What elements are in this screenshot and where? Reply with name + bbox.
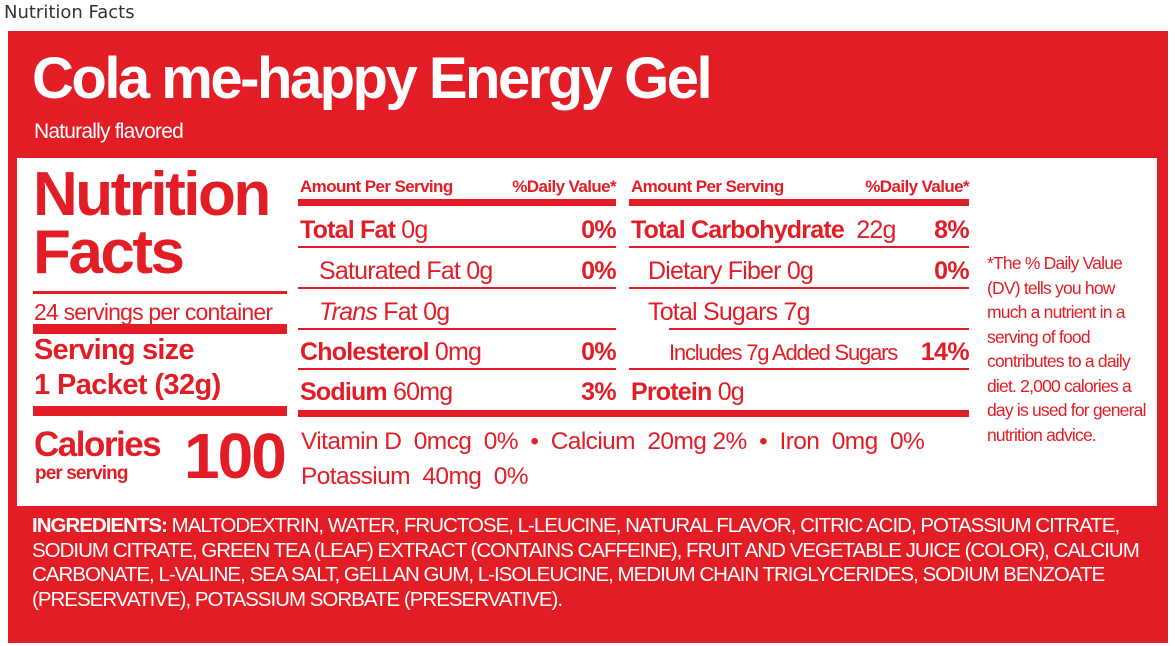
nutrient-amount: 0g <box>717 378 745 406</box>
nutrient-amount: 0g <box>401 216 428 244</box>
ingredients-block: INGREDIENTS: MALTODEXTRIN, WATER, FRUCTO… <box>32 514 1142 612</box>
divider-thick <box>298 410 969 417</box>
product-name: Cola me-happy Energy Gel <box>32 46 713 111</box>
heading-line-1: Nutrition <box>33 160 271 229</box>
calories-value: 100 <box>184 420 287 492</box>
nutrient-row-saturated-fat: Saturated Fat 0g 0% <box>298 247 617 287</box>
nutrient-name: Sodium <box>300 378 388 406</box>
nutrient-name: Saturated Fat <box>319 257 461 285</box>
divider <box>629 287 969 289</box>
calories-sublabel: per serving <box>35 463 128 484</box>
nutrient-row-protein: Protein 0g <box>629 368 969 408</box>
nutrient-name: Cholesterol <box>300 338 430 366</box>
product-flavor: Naturally flavored <box>34 120 184 143</box>
divider-thick <box>33 406 287 416</box>
ingredients-text: MALTODEXTRIN, WATER, FRUCTOSE, L-LEUCINE… <box>32 514 1140 611</box>
nutrient-amount: 7g <box>783 298 811 326</box>
divider <box>298 368 616 370</box>
page-caption: Nutrition Facts <box>4 2 135 23</box>
nutrient-row-total-sugars: Total Sugars 7g <box>629 288 969 328</box>
nutrient-row-dietary-fiber: Dietary Fiber 0g 0% <box>629 247 970 287</box>
nutrient-amount: 22g <box>856 216 896 244</box>
nutrient-name-italic: Trans <box>319 298 378 326</box>
nutrient-dv: 3% <box>581 378 617 406</box>
servings-per-container: 24 servings per container <box>34 299 273 325</box>
right-header-dv: %Daily Value* <box>865 177 969 196</box>
right-header-amount: Amount Per Serving <box>631 177 784 196</box>
nutrient-amount: 0g <box>466 257 493 285</box>
nutrition-label: Cola me-happy Energy Gel Naturally flavo… <box>8 31 1168 643</box>
nutrient-name: Total Fat <box>300 216 396 244</box>
facts-panel: Nutrition Facts 24 servings per containe… <box>17 158 1157 506</box>
calories-label: Calories <box>34 425 162 464</box>
divider-thick <box>298 199 616 206</box>
divider-thick <box>629 199 969 206</box>
divider <box>298 246 616 248</box>
nutrient-name: Includes 7g Added Sugars <box>669 340 898 365</box>
divider <box>629 368 969 370</box>
divider-thick <box>33 324 287 334</box>
nutrient-name: Total Sugars <box>648 298 778 326</box>
nutrient-amount: 0g <box>786 257 814 285</box>
nutrient-name: Dietary Fiber <box>648 257 782 285</box>
nutrient-row-cholesterol: Cholesterol 0mg 0% <box>298 328 617 368</box>
nutrient-name: Fat <box>383 298 418 326</box>
divider <box>669 328 969 330</box>
left-header-amount: Amount Per Serving <box>300 177 453 196</box>
nutrient-name: Total Carbohydrate <box>631 216 845 244</box>
micronutrients-line-2: Potassium 40mg 0% <box>301 463 529 490</box>
heading-line-2: Facts <box>33 218 185 287</box>
divider <box>33 291 287 294</box>
nutrition-facts-heading: Nutrition Facts <box>33 160 271 287</box>
nutrient-row-added-sugars: Includes 7g Added Sugars 14% <box>629 328 970 368</box>
divider <box>298 328 616 330</box>
micronutrients-line-1: Vitamin D 0mcg 0% • Calcium 20mg 2% • Ir… <box>301 428 925 455</box>
right-nutrient-table: Amount Per Serving %Daily Value* Total C… <box>629 158 970 438</box>
nutrient-row-sodium: Sodium 60mg 3% <box>298 368 617 408</box>
nutrient-row-total-fat: Total Fat 0g 0% <box>298 206 617 246</box>
nutrient-amount: 0g <box>423 298 450 326</box>
nutrient-dv: 0% <box>581 338 617 366</box>
nutrient-row-trans-fat: Trans Fat 0g <box>298 288 616 328</box>
serving-size-value: 1 Packet (32g) <box>34 369 221 401</box>
nutrient-amount: 0mg <box>434 338 482 366</box>
serving-size-label: Serving size <box>34 334 194 366</box>
ingredients-label: INGREDIENTS: <box>32 514 168 537</box>
nutrient-dv: 8% <box>934 216 970 244</box>
nutrient-amount: 60mg <box>393 378 453 406</box>
daily-value-footnote: *The % Daily Value (DV) tells you how mu… <box>987 253 1146 445</box>
nutrient-dv: 0% <box>934 257 970 285</box>
left-header-dv: %Daily Value* <box>512 177 616 196</box>
left-nutrient-table: Amount Per Serving %Daily Value* Total F… <box>298 158 617 438</box>
nutrient-row-total-carbohydrate: Total Carbohydrate 22g 8% <box>629 206 970 246</box>
nutrient-dv: 14% <box>920 338 970 366</box>
nutrient-name: Protein <box>631 378 712 406</box>
divider <box>298 287 616 289</box>
divider <box>629 246 969 248</box>
nutrient-dv: 0% <box>581 216 617 244</box>
nutrient-dv: 0% <box>581 257 617 285</box>
